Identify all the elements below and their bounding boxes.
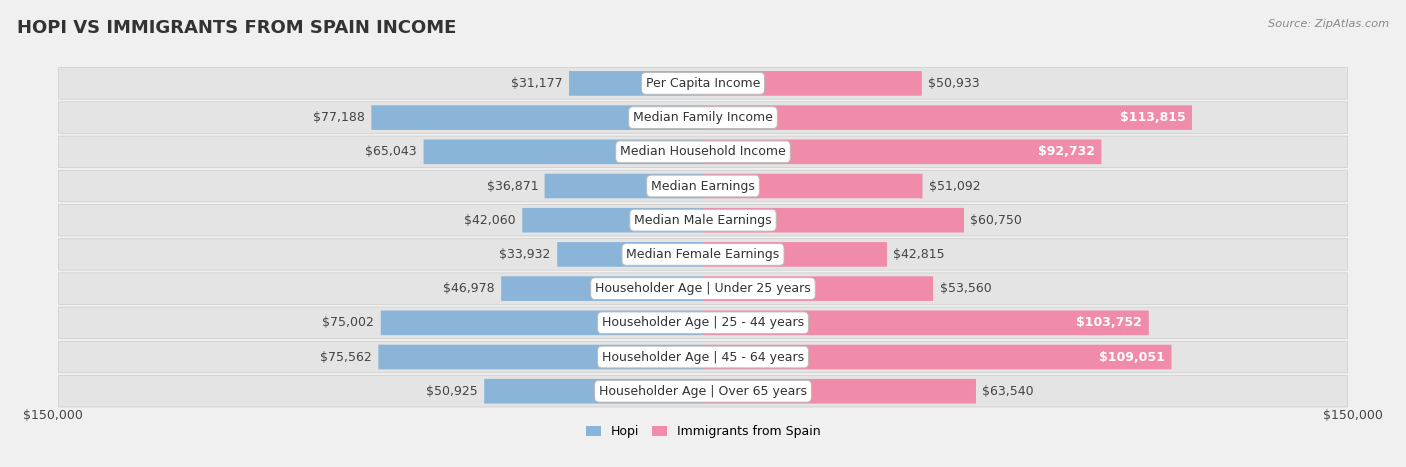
FancyBboxPatch shape xyxy=(59,68,1347,99)
Text: $51,092: $51,092 xyxy=(929,179,980,192)
FancyBboxPatch shape xyxy=(703,379,976,403)
FancyBboxPatch shape xyxy=(544,174,703,198)
FancyBboxPatch shape xyxy=(703,208,965,233)
Text: Householder Age | Over 65 years: Householder Age | Over 65 years xyxy=(599,385,807,398)
FancyBboxPatch shape xyxy=(703,105,1192,130)
FancyBboxPatch shape xyxy=(703,71,922,96)
Text: Householder Age | 25 - 44 years: Householder Age | 25 - 44 years xyxy=(602,316,804,329)
Text: Median Family Income: Median Family Income xyxy=(633,111,773,124)
Text: $42,060: $42,060 xyxy=(464,214,516,226)
Text: $60,750: $60,750 xyxy=(970,214,1022,226)
FancyBboxPatch shape xyxy=(59,273,1347,304)
Text: $50,933: $50,933 xyxy=(928,77,980,90)
FancyBboxPatch shape xyxy=(59,170,1347,202)
Text: $63,540: $63,540 xyxy=(983,385,1033,398)
Text: $113,815: $113,815 xyxy=(1119,111,1185,124)
Text: $77,188: $77,188 xyxy=(314,111,366,124)
Text: Householder Age | Under 25 years: Householder Age | Under 25 years xyxy=(595,282,811,295)
Text: $150,000: $150,000 xyxy=(1323,410,1384,422)
FancyBboxPatch shape xyxy=(522,208,703,233)
FancyBboxPatch shape xyxy=(59,102,1347,134)
FancyBboxPatch shape xyxy=(703,345,1171,369)
FancyBboxPatch shape xyxy=(703,276,934,301)
Legend: Hopi, Immigrants from Spain: Hopi, Immigrants from Spain xyxy=(581,420,825,443)
FancyBboxPatch shape xyxy=(423,140,703,164)
Text: Source: ZipAtlas.com: Source: ZipAtlas.com xyxy=(1268,19,1389,28)
FancyBboxPatch shape xyxy=(569,71,703,96)
FancyBboxPatch shape xyxy=(703,140,1101,164)
FancyBboxPatch shape xyxy=(371,105,703,130)
Text: $75,002: $75,002 xyxy=(322,316,374,329)
Text: $31,177: $31,177 xyxy=(510,77,562,90)
FancyBboxPatch shape xyxy=(59,136,1347,168)
Text: $65,043: $65,043 xyxy=(366,145,418,158)
Text: $92,732: $92,732 xyxy=(1038,145,1095,158)
Text: Per Capita Income: Per Capita Income xyxy=(645,77,761,90)
FancyBboxPatch shape xyxy=(378,345,703,369)
Text: $103,752: $103,752 xyxy=(1077,316,1142,329)
Text: Median Earnings: Median Earnings xyxy=(651,179,755,192)
FancyBboxPatch shape xyxy=(703,311,1149,335)
Text: $50,925: $50,925 xyxy=(426,385,478,398)
FancyBboxPatch shape xyxy=(59,341,1347,373)
Text: Median Household Income: Median Household Income xyxy=(620,145,786,158)
FancyBboxPatch shape xyxy=(59,239,1347,270)
Text: $53,560: $53,560 xyxy=(939,282,991,295)
Text: Median Female Earnings: Median Female Earnings xyxy=(627,248,779,261)
FancyBboxPatch shape xyxy=(703,242,887,267)
FancyBboxPatch shape xyxy=(59,375,1347,407)
Text: $150,000: $150,000 xyxy=(22,410,83,422)
Text: $75,562: $75,562 xyxy=(321,351,373,363)
FancyBboxPatch shape xyxy=(484,379,703,403)
Text: $109,051: $109,051 xyxy=(1099,351,1166,363)
FancyBboxPatch shape xyxy=(557,242,703,267)
Text: $33,932: $33,932 xyxy=(499,248,551,261)
Text: $42,815: $42,815 xyxy=(893,248,945,261)
FancyBboxPatch shape xyxy=(59,307,1347,339)
FancyBboxPatch shape xyxy=(501,276,703,301)
Text: HOPI VS IMMIGRANTS FROM SPAIN INCOME: HOPI VS IMMIGRANTS FROM SPAIN INCOME xyxy=(17,19,456,37)
Text: $36,871: $36,871 xyxy=(486,179,538,192)
Text: $46,978: $46,978 xyxy=(443,282,495,295)
FancyBboxPatch shape xyxy=(381,311,703,335)
Text: Median Male Earnings: Median Male Earnings xyxy=(634,214,772,226)
FancyBboxPatch shape xyxy=(703,174,922,198)
FancyBboxPatch shape xyxy=(59,205,1347,236)
Text: Householder Age | 45 - 64 years: Householder Age | 45 - 64 years xyxy=(602,351,804,363)
